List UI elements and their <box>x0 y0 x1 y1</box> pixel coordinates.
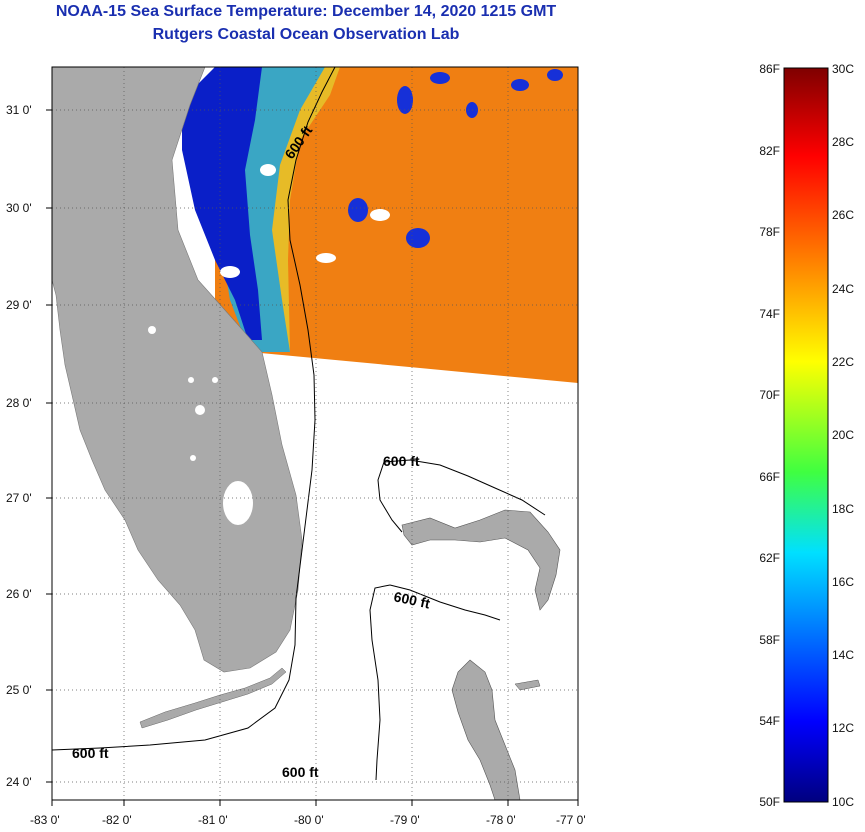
colorbar-c-label: 16C <box>832 575 854 589</box>
depth-contours <box>52 67 546 781</box>
grand-bahama <box>401 509 561 611</box>
longitude-labels: -83 0' -82 0' -81 0' -80 0' -79 0' -78 0… <box>30 813 586 827</box>
colorbar-f-label: 62F <box>759 551 780 565</box>
lat-label: 25 0' <box>6 683 32 697</box>
colorbar-c-label: 22C <box>832 355 854 369</box>
lon-label: -77 0' <box>556 813 586 827</box>
lon-label: -78 0' <box>486 813 516 827</box>
lat-label: 31 0' <box>6 103 32 117</box>
colorbar-f-label: 58F <box>759 633 780 647</box>
lake-okeechobee <box>223 481 253 525</box>
contour-label-keys: 600 ft <box>72 745 109 761</box>
lat-label: 29 0' <box>6 298 32 312</box>
colorbar-c-label: 20C <box>832 428 854 442</box>
lon-label: -80 0' <box>294 813 324 827</box>
lat-label: 26 0' <box>6 587 32 601</box>
sst-map: 600 ft 600 ft 600 ft 600 ft 600 ft 31 <box>6 66 586 827</box>
colorbar-c-label: 26C <box>832 208 854 222</box>
map-subtitle: Rutgers Coastal Ocean Observation Lab <box>152 26 460 43</box>
map-frame <box>51 66 579 801</box>
contour-label-bahama: 600 ft <box>383 453 420 469</box>
florida-lakes <box>148 326 218 461</box>
latitude-labels: 31 0' 30 0' 29 0' 28 0' 27 0' 26 0' 25 0… <box>6 103 32 789</box>
sst-cloud-gaps <box>220 164 390 278</box>
lat-label: 30 0' <box>6 201 32 215</box>
colorbar-c-labels: 30C 28C 26C 24C 22C 20C 18C 16C 14C 12C … <box>832 62 854 809</box>
lon-label: -81 0' <box>198 813 228 827</box>
colorbar-f-label: 82F <box>759 144 780 158</box>
colorbar-gradient <box>783 67 829 803</box>
colorbar-c-label: 12C <box>832 721 854 735</box>
colorbar-f-label: 50F <box>759 795 780 809</box>
lon-label: -79 0' <box>390 813 420 827</box>
colorbar-f-label: 66F <box>759 470 780 484</box>
florida-keys <box>139 667 287 729</box>
lon-label: -83 0' <box>30 813 60 827</box>
andros-island <box>451 659 521 800</box>
colorbar-f-label: 78F <box>759 225 780 239</box>
colorbar-f-labels: 86F 82F 78F 74F 70F 66F 62F 58F 54F 50F <box>759 62 780 809</box>
colorbar-c-label: 30C <box>832 62 854 76</box>
colorbar-c-label: 14C <box>832 648 854 662</box>
contour-label-south: 600 ft <box>282 764 319 780</box>
colorbar-f-label: 86F <box>759 62 780 76</box>
colorbar-c-label: 18C <box>832 502 854 516</box>
tick-marks <box>46 109 579 806</box>
sst-cold-patches <box>348 69 563 248</box>
sst-swath-warm <box>215 67 578 383</box>
sst-swath-cold <box>182 67 262 340</box>
lat-label: 28 0' <box>6 396 32 410</box>
map-title: NOAA-15 Sea Surface Temperature: Decembe… <box>55 3 557 20</box>
colorbar-c-label: 10C <box>832 795 854 809</box>
lat-label: 27 0' <box>6 491 32 505</box>
lat-label: 24 0' <box>6 775 32 789</box>
colorbar-c-label: 24C <box>832 282 854 296</box>
colorbar-c-label: 28C <box>832 135 854 149</box>
colorbar: 86F 82F 78F 74F 70F 66F 62F 58F 54F 50F … <box>759 62 854 809</box>
colorbar-f-label: 54F <box>759 714 780 728</box>
colorbar-f-label: 70F <box>759 388 780 402</box>
small-island <box>514 679 541 691</box>
lon-label: -82 0' <box>102 813 132 827</box>
colorbar-f-label: 74F <box>759 307 780 321</box>
